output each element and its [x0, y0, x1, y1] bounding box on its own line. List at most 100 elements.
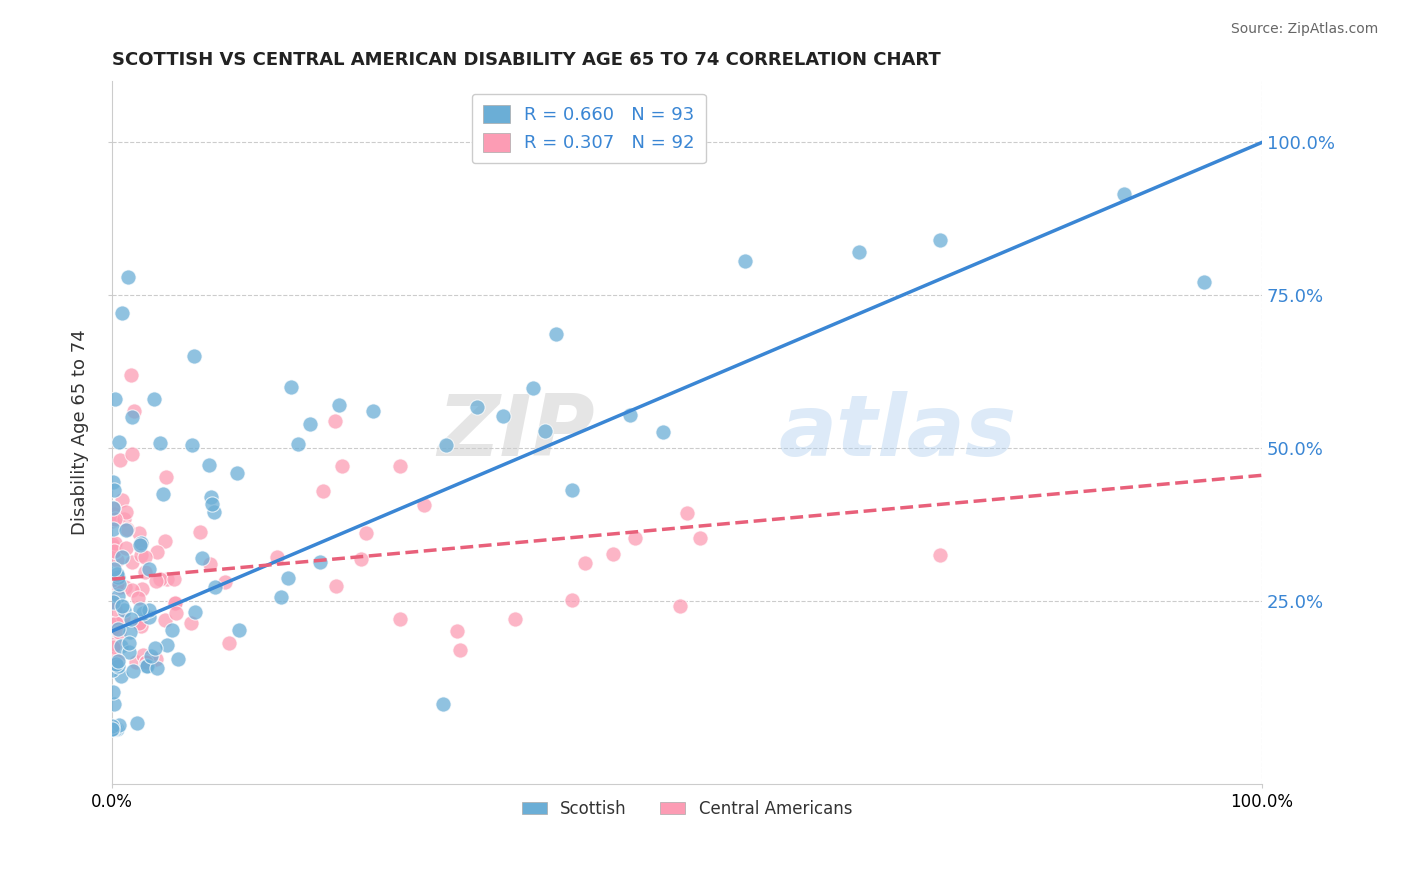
Point [146, 661, 169, 675]
Point [108, 580, 131, 594]
Point [226, 466, 249, 480]
Point [287, 437, 309, 451]
Point [112, 602, 135, 616]
Point [121, 447, 143, 461]
Point [103, 562, 125, 576]
Point [128, 615, 150, 630]
Point [111, 610, 134, 624]
Point [103, 595, 125, 609]
Point [165, 606, 187, 620]
Point [105, 722, 128, 736]
Point [574, 556, 596, 570]
Point [309, 555, 332, 569]
Point [103, 512, 125, 526]
Point [180, 438, 202, 452]
Point [201, 497, 224, 511]
Point [105, 577, 128, 591]
Point [115, 522, 138, 536]
Point [136, 659, 159, 673]
Point [138, 603, 160, 617]
Point [104, 637, 127, 651]
Point [388, 459, 411, 474]
Point [128, 602, 150, 616]
Point [121, 664, 143, 678]
Point [266, 550, 288, 565]
Point [503, 136, 526, 150]
Point [1112, 186, 1135, 201]
Point [103, 508, 125, 522]
Point [270, 591, 292, 605]
Point [432, 698, 454, 712]
Legend: Scottish, Central Americans: Scottish, Central Americans [515, 793, 859, 824]
Point [200, 490, 222, 504]
Point [129, 619, 152, 633]
Point [138, 610, 160, 624]
Point [149, 572, 172, 586]
Point [356, 525, 378, 540]
Point [125, 655, 148, 669]
Point [110, 492, 132, 507]
Point [228, 623, 250, 637]
Point [129, 548, 152, 562]
Point [104, 601, 127, 615]
Point [299, 417, 322, 432]
Point [108, 625, 131, 640]
Text: atlas: atlas [779, 391, 1017, 474]
Point [323, 414, 346, 428]
Point [103, 650, 125, 665]
Point [145, 652, 167, 666]
Point [128, 616, 150, 631]
Point [108, 577, 131, 591]
Point [155, 470, 177, 484]
Point [108, 434, 131, 449]
Point [153, 613, 176, 627]
Point [101, 685, 124, 699]
Point [492, 409, 515, 423]
Point [534, 424, 557, 438]
Point [101, 537, 124, 551]
Point [110, 639, 132, 653]
Point [143, 641, 166, 656]
Point [101, 574, 124, 589]
Point [103, 475, 125, 489]
Point [115, 541, 138, 556]
Point [163, 596, 186, 610]
Point [143, 392, 166, 406]
Point [135, 659, 157, 673]
Point [122, 404, 145, 418]
Point [929, 233, 952, 247]
Point [198, 557, 221, 571]
Point [325, 579, 347, 593]
Point [127, 716, 149, 731]
Point [114, 523, 136, 537]
Point [104, 615, 127, 630]
Point [277, 571, 299, 585]
Point [120, 368, 142, 382]
Point [132, 606, 155, 620]
Point [145, 574, 167, 588]
Point [180, 615, 202, 630]
Point [103, 722, 125, 736]
Point [135, 655, 157, 669]
Point [602, 548, 624, 562]
Point [183, 605, 205, 619]
Point [108, 718, 131, 732]
Point [152, 487, 174, 501]
Point [112, 511, 135, 525]
Point [117, 269, 139, 284]
Point [280, 380, 302, 394]
Text: SCOTTISH VS CENTRAL AMERICAN DISABILITY AGE 65 TO 74 CORRELATION CHART: SCOTTISH VS CENTRAL AMERICAN DISABILITY … [112, 51, 941, 69]
Point [149, 436, 172, 450]
Point [101, 663, 124, 677]
Point [676, 506, 699, 520]
Point [101, 621, 124, 635]
Point [107, 658, 129, 673]
Point [465, 400, 488, 414]
Point [561, 483, 583, 497]
Point [121, 410, 143, 425]
Point [121, 555, 143, 569]
Point [312, 484, 335, 499]
Point [108, 579, 131, 593]
Point [651, 425, 673, 439]
Point [449, 642, 471, 657]
